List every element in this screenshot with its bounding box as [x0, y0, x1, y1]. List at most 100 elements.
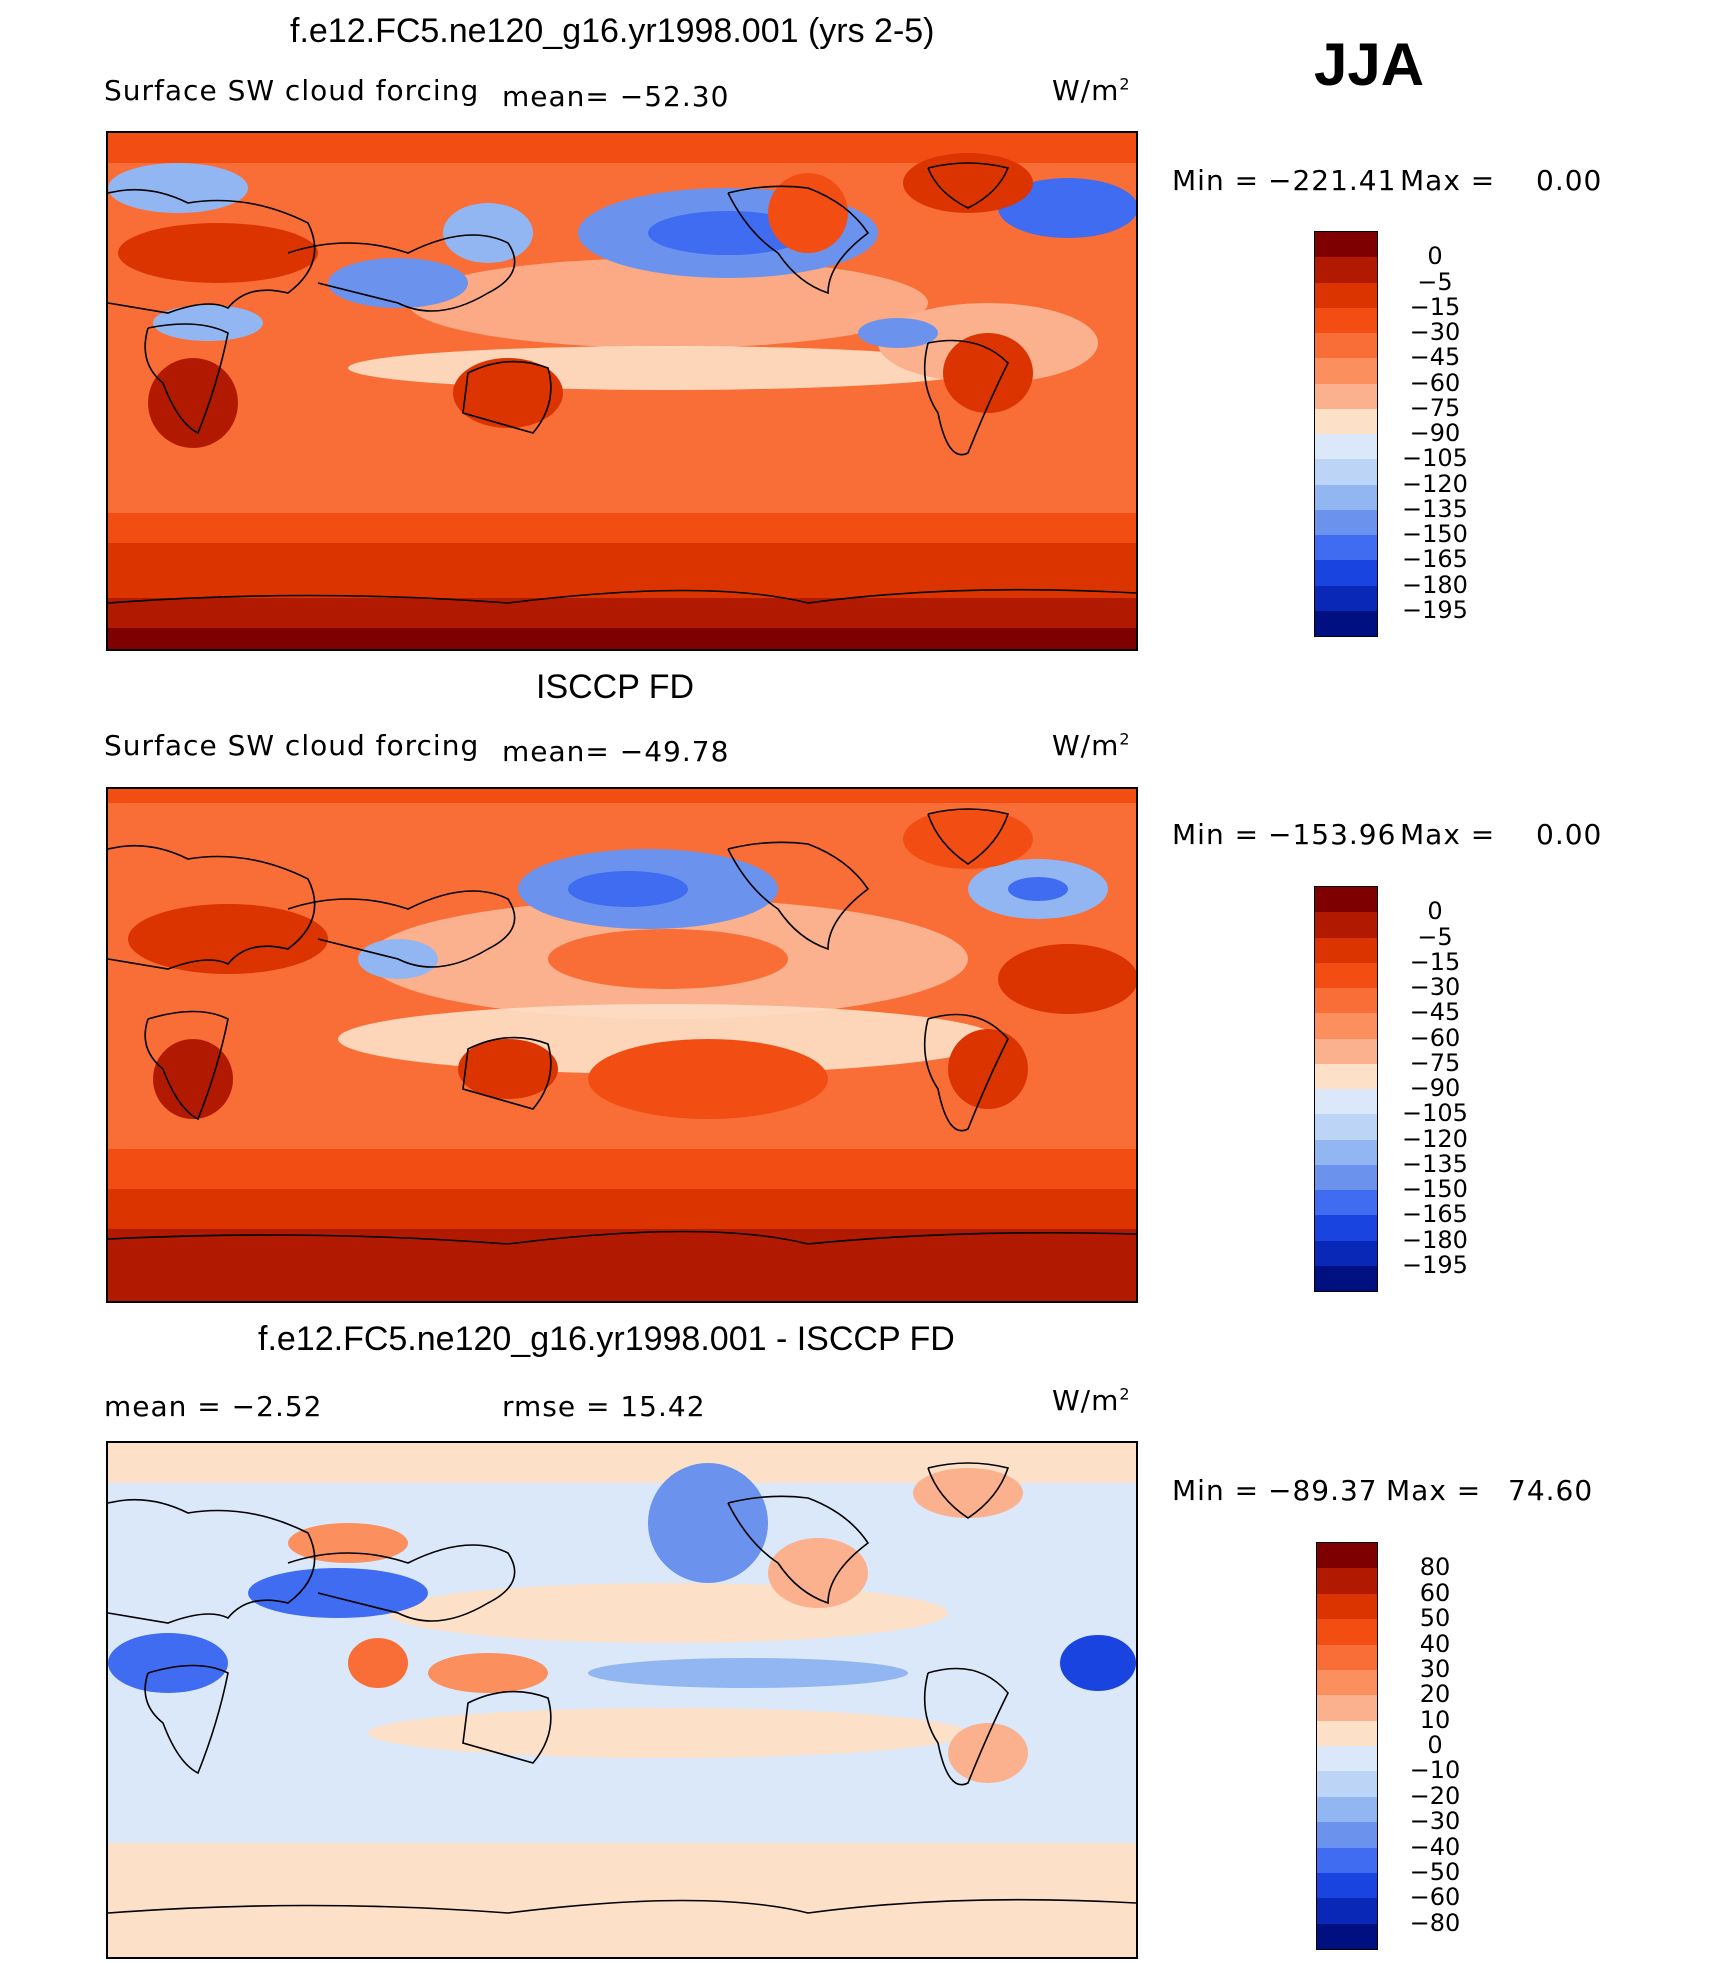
- spacific-band: [368, 1708, 968, 1758]
- atlantic-field: [998, 944, 1136, 1014]
- south-america-field: [948, 1029, 1028, 1109]
- panel-2-min-label: Min =: [1172, 818, 1260, 851]
- colorbar-tick-label: −40: [1409, 1832, 1461, 1861]
- colorbar-segment: [1315, 1164, 1377, 1190]
- colorbar-segment: [1315, 509, 1377, 535]
- colorbar-tick-label: −20: [1409, 1781, 1461, 1810]
- panel-2-min-value: −153.96: [1268, 818, 1397, 851]
- colorbar-segment: [1317, 1796, 1377, 1823]
- colorbar-segment: [1315, 1114, 1377, 1140]
- npacific-negative: [648, 1463, 768, 1583]
- nw-atlantic-cloud: [108, 163, 248, 213]
- colorbar-tick-label: −90: [1409, 419, 1461, 447]
- southern-band-1: [108, 1149, 1136, 1189]
- season-label: JJA: [1314, 31, 1425, 98]
- colorbar-tick-label: −105: [1402, 444, 1468, 473]
- greenland-field: [903, 809, 1033, 869]
- atlantic-negative: [1060, 1635, 1136, 1691]
- colorbar-tick-label: −180: [1402, 570, 1468, 599]
- south-america-coast: [923, 1667, 1009, 1786]
- panel-3-units: W/m2: [1052, 1384, 1131, 1417]
- npacific-core: [548, 929, 788, 989]
- australia-coast: [462, 1690, 552, 1764]
- panel-1-max-label: Max =: [1400, 164, 1496, 197]
- greenland-coast: [927, 162, 1010, 209]
- panel-1-map-svg: [108, 133, 1136, 649]
- southern-band-3: [108, 598, 1136, 628]
- antarctic-band: [108, 1229, 1136, 1301]
- australia-coast: [462, 1036, 552, 1110]
- colorbar-segment: [1315, 988, 1377, 1014]
- panel-1-mean: mean= −52.30: [502, 80, 730, 113]
- south-america-coast: [923, 1013, 1009, 1132]
- colorbar-segment: [1317, 1644, 1377, 1670]
- colorbar-segment: [1315, 1139, 1377, 1165]
- colorbar-tick-label: 50: [1419, 1604, 1451, 1633]
- colorbar-segment: [1315, 383, 1377, 409]
- greenland-positive: [913, 1468, 1023, 1518]
- panel-3-mean: mean = −2.52: [104, 1390, 323, 1423]
- sahara-field: [118, 223, 318, 283]
- monsoon-cloud: [328, 258, 468, 308]
- north-america-coast: [727, 185, 870, 295]
- southern-africa-field: [153, 1039, 233, 1119]
- panel-1-map: [106, 131, 1138, 651]
- colorbar-tick-label: −120: [1402, 1124, 1468, 1153]
- panel-1-subtitle: Surface SW cloud forcing: [104, 74, 480, 107]
- colorbar-tick-label: −90: [1409, 1074, 1461, 1102]
- colorbar-tick-label: −45: [1409, 998, 1461, 1027]
- colorbar-segment: [1315, 257, 1377, 283]
- colorbar-tick-label: −75: [1409, 393, 1461, 422]
- colorbar-segment: [1315, 1089, 1377, 1115]
- colorbar-tick-label: −30: [1409, 318, 1461, 346]
- panel-2-colorbar: [1314, 886, 1378, 1292]
- southern-band-1: [108, 513, 1136, 543]
- colorbar-tick-label: −30: [1409, 1807, 1461, 1836]
- colorbar-tick-label: −150: [1402, 520, 1468, 548]
- colorbar-tick-label: −15: [1409, 292, 1461, 321]
- australia-field: [453, 358, 563, 428]
- colorbar-segment: [1317, 1847, 1377, 1873]
- panel-3-min-label: Min =: [1172, 1474, 1260, 1507]
- panel-1-colorbar: [1314, 231, 1378, 637]
- colorbar-tick-label: 0: [1427, 242, 1443, 271]
- north-america-field: [768, 173, 848, 253]
- colorbar-segment: [1317, 1543, 1377, 1569]
- colorbar-tick-label: −180: [1402, 1225, 1468, 1254]
- npacific-band: [388, 1583, 948, 1643]
- colorbar-segment: [1315, 1038, 1377, 1064]
- colorbar-tick-label: −15: [1409, 947, 1461, 976]
- itcz-negative-band: [588, 1658, 908, 1688]
- panel-3-map: [106, 1441, 1138, 1959]
- panel-2-map-svg: [108, 789, 1136, 1301]
- colorbar-segment: [1317, 1898, 1377, 1924]
- units-text: W/m: [1052, 1384, 1120, 1417]
- coastlines: [108, 162, 1136, 604]
- colorbar-segment: [1317, 1822, 1377, 1848]
- colorbar-segment: [1317, 1746, 1377, 1772]
- antarctica-coast: [108, 1230, 1136, 1245]
- colorbar-tick-label: −5: [1417, 267, 1453, 296]
- natlantic-cloud: [998, 178, 1136, 238]
- north-america-coast: [727, 841, 870, 951]
- panel-2-map: [106, 787, 1138, 1303]
- colorbar-segment: [1315, 1215, 1377, 1241]
- eurasia-positive: [288, 1523, 408, 1563]
- colorbar-tick-label: −30: [1409, 973, 1461, 1001]
- colorbar-tick-label: 20: [1419, 1680, 1451, 1709]
- units-text: W/m: [1052, 74, 1120, 107]
- southern-band-2: [108, 543, 1136, 598]
- colorbar-segment: [1315, 937, 1377, 963]
- panel-1-min-label: Min =: [1172, 164, 1260, 197]
- colorbar-segment: [1315, 408, 1377, 434]
- australia-field: [458, 1039, 558, 1099]
- colorbar-segment: [1315, 1190, 1377, 1216]
- colorbar-segment: [1315, 459, 1377, 485]
- panel-2-title: ISCCP FD: [536, 668, 695, 706]
- colorbar-tick-label: −120: [1402, 469, 1468, 498]
- panel-2-max-label: Max =: [1400, 818, 1496, 851]
- antarctic-band: [108, 628, 1136, 649]
- panel-2-subtitle: Surface SW cloud forcing: [104, 729, 480, 762]
- colorbar-segment: [1315, 1240, 1377, 1266]
- colorbar-segment: [1315, 585, 1377, 611]
